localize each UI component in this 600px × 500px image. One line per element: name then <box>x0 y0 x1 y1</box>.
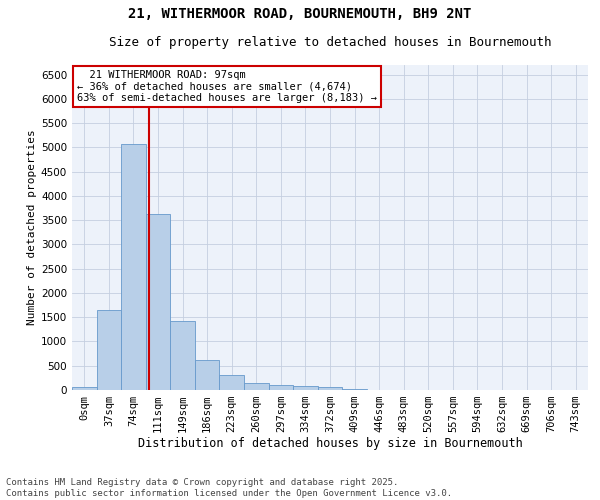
Bar <box>146 214 170 390</box>
Bar <box>121 144 146 390</box>
Bar <box>170 320 195 390</box>
Bar <box>97 310 121 390</box>
Bar <box>318 388 342 390</box>
Bar <box>269 385 293 390</box>
Bar <box>72 387 97 390</box>
Y-axis label: Number of detached properties: Number of detached properties <box>27 130 37 326</box>
Bar <box>220 375 244 390</box>
Bar <box>293 386 318 390</box>
X-axis label: Distribution of detached houses by size in Bournemouth: Distribution of detached houses by size … <box>137 436 523 450</box>
Bar <box>244 383 269 390</box>
Bar <box>195 360 220 390</box>
Bar <box>342 388 367 390</box>
Text: Contains HM Land Registry data © Crown copyright and database right 2025.
Contai: Contains HM Land Registry data © Crown c… <box>6 478 452 498</box>
Title: Size of property relative to detached houses in Bournemouth: Size of property relative to detached ho… <box>109 36 551 49</box>
Text: 21, WITHERMOOR ROAD, BOURNEMOUTH, BH9 2NT: 21, WITHERMOOR ROAD, BOURNEMOUTH, BH9 2N… <box>128 8 472 22</box>
Text: 21 WITHERMOOR ROAD: 97sqm  
← 36% of detached houses are smaller (4,674)
63% of : 21 WITHERMOOR ROAD: 97sqm ← 36% of detac… <box>77 70 377 103</box>
